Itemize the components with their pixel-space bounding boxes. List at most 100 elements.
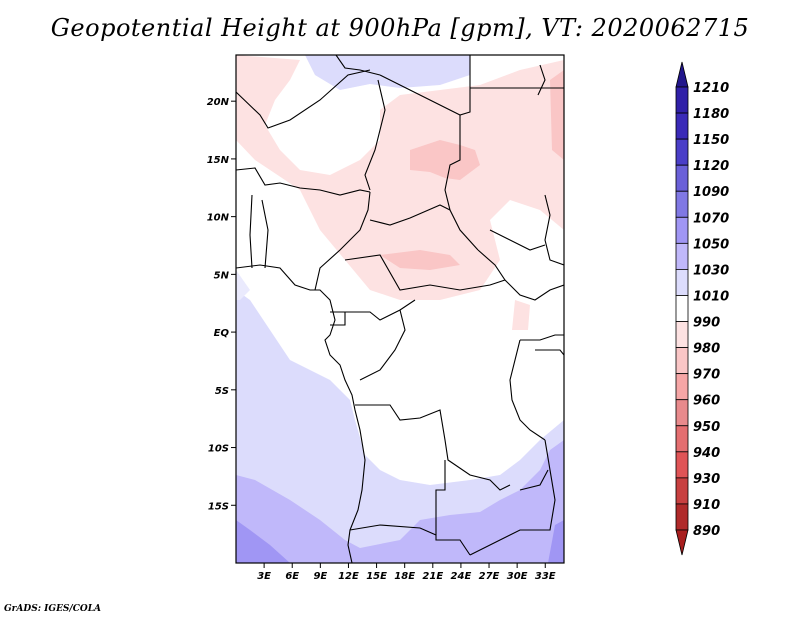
colorbar-segment	[675, 477, 689, 505]
colorbar-label: 1010	[693, 289, 729, 304]
colorbar-label: 970	[693, 368, 720, 383]
colorbar-segment	[675, 269, 689, 296]
colorbar-segment	[675, 86, 689, 114]
shade-ocean-light	[236, 290, 564, 563]
colorbar-label: 940	[693, 446, 720, 461]
shade-northwest-blue	[236, 270, 250, 300]
colorbar-segment	[675, 451, 689, 479]
shade-southeast-deep	[548, 520, 564, 563]
border-cameroon-congo	[340, 299, 416, 321]
shade-sahel-pink-core	[410, 140, 480, 180]
colorbar-segment	[675, 373, 689, 401]
colorbar-label: 980	[693, 342, 720, 357]
border-benin	[261, 199, 269, 269]
lon-tick-label: 12E	[338, 571, 359, 582]
longitude-axis: 3E 6E 9E 12E 15E 18E 21E 24E 27E 30E 33E	[257, 563, 556, 582]
colorbar-top-arrow	[675, 61, 689, 88]
colorbar-segment	[675, 138, 689, 166]
colorbar: 1210 1180 1150 1120 1090 1070 1050 1030 1010 990 9…	[675, 61, 729, 556]
colorbar-label: 910	[693, 498, 720, 513]
border-zambia-malawi	[519, 469, 549, 491]
colorbar-segment	[675, 347, 689, 375]
shade-southwest-deep	[236, 520, 290, 563]
border-gabon	[330, 311, 346, 326]
latitude-axis: 20N 15N 10N 5N EQ 5S 10S 15S	[207, 97, 236, 512]
border-car-south	[344, 254, 506, 291]
lat-tick-label: 10N	[207, 213, 230, 224]
colorbar-label: 890	[693, 524, 720, 539]
border-south-sudan	[477, 249, 564, 301]
colorbar-label: 1150	[693, 133, 729, 148]
lon-tick-label: 27E	[479, 571, 500, 582]
lon-tick-label: 15E	[366, 571, 387, 582]
border-sudan-south-sudan	[489, 229, 546, 251]
lat-tick-label: 5N	[214, 270, 230, 281]
shade-south-mid	[236, 440, 564, 563]
border-niger-algeria	[236, 69, 371, 129]
border-angola-zambia	[435, 460, 471, 556]
colorbar-label: 1070	[693, 211, 729, 226]
shade-north-blue	[305, 55, 470, 90]
lat-tick-label: 10S	[208, 444, 229, 455]
coast-red-sea	[537, 64, 546, 96]
border-uganda	[520, 334, 564, 341]
colorbar-segment	[675, 399, 689, 427]
colorbar-segment	[675, 216, 689, 244]
shade-car-pink-core	[380, 250, 460, 270]
lat-tick-label: EQ	[214, 328, 230, 339]
map-plot-area	[236, 55, 564, 563]
colorbar-label: 1050	[693, 237, 729, 252]
border-chad-car	[369, 204, 451, 226]
colorbar-label: 1090	[693, 185, 729, 200]
lon-tick-label: 3E	[257, 571, 271, 582]
map-frame	[235, 54, 565, 564]
border-algeria-libya	[335, 55, 381, 76]
colorbar-segment	[675, 425, 689, 453]
border-niger-chad	[364, 79, 386, 191]
shade-sahel-pink	[236, 55, 564, 300]
colorbar-label: 1030	[693, 263, 729, 278]
colorbar-label: 930	[693, 472, 720, 487]
border-nigeria-north	[236, 167, 371, 196]
lat-tick-label: 15S	[208, 501, 229, 512]
lat-tick-label: 20N	[207, 97, 230, 108]
lon-tick-label: 30E	[507, 571, 528, 582]
border-congo-drc	[359, 309, 406, 381]
shade-east-pink	[550, 70, 564, 160]
lon-tick-label: 18E	[394, 571, 415, 582]
border-chad-libya	[379, 55, 471, 116]
lat-tick-label: 15N	[207, 155, 230, 166]
border-angola-namibia	[349, 524, 437, 536]
lon-tick-label: 21E	[422, 571, 443, 582]
colorbar-segment	[675, 164, 689, 192]
lon-tick-label: 6E	[285, 571, 299, 582]
colorbar-segment	[675, 321, 689, 348]
colorbar-label: 1180	[693, 107, 729, 122]
lat-tick-label: 5S	[215, 386, 229, 397]
grads-credit: GrADS: IGES/COLA	[4, 604, 102, 614]
border-chad-sudan	[444, 115, 479, 251]
coastline-west-africa	[236, 264, 366, 563]
colorbar-segment	[675, 112, 689, 140]
lon-tick-label: 9E	[313, 571, 327, 582]
border-mozambique	[469, 439, 556, 556]
border-drc-angola	[355, 404, 511, 491]
colorbar-segment	[675, 503, 689, 531]
border-nigeria-east	[314, 191, 371, 291]
shade-eastafrica-pink	[512, 300, 530, 330]
colorbar-segment	[675, 190, 689, 218]
border-kenya-tanzania	[535, 349, 564, 356]
border-ethiopia	[544, 194, 564, 266]
colorbar-label: 950	[693, 420, 720, 435]
colorbar-segment	[675, 295, 689, 322]
colorbar-label: 1120	[693, 159, 729, 174]
colorbar-label: 990	[693, 316, 720, 331]
border-togo	[249, 194, 253, 269]
colorbar-segment	[675, 242, 689, 270]
colorbar-label: 1210	[693, 81, 729, 96]
map-title: Geopotential Height at 900hPa [gpm], VT:…	[50, 14, 750, 42]
colorbar-bottom-arrow	[675, 529, 689, 556]
lon-tick-label: 24E	[451, 571, 472, 582]
country-borders	[236, 55, 564, 563]
